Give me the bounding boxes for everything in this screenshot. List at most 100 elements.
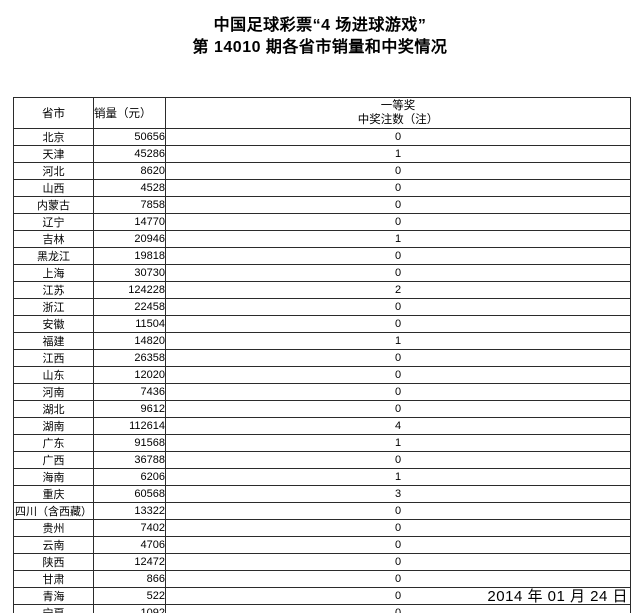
table-row: 云南 4706 0 [13,536,631,554]
cell-province: 湖南 [13,417,94,435]
table-row: 广西 36788 0 [13,451,631,469]
title-line2: 第 14010 期各省市销量和中奖情况 [192,39,448,56]
table-row: 黑龙江 19818 0 [13,247,631,265]
cell-province: 海南 [13,468,94,486]
table-row: 安徽 11504 0 [13,315,631,333]
cell-prize-count: 0 [165,128,631,146]
cell-sales: 12472 [93,553,166,571]
table-row: 湖北 9612 0 [13,400,631,418]
cell-prize-count: 1 [165,145,631,163]
cell-province: 河北 [13,162,94,180]
cell-prize-count: 0 [165,536,631,554]
header-first-prize: 一等奖 中奖注数（注） [165,97,631,129]
cell-sales: 11504 [93,315,166,333]
cell-prize-count: 0 [165,604,631,613]
cell-sales: 1092 [93,604,166,613]
cell-sales: 7436 [93,383,166,401]
table-row: 海南 6206 1 [13,468,631,486]
cell-prize-count: 1 [165,434,631,452]
cell-prize-count: 0 [165,196,631,214]
cell-province: 黑龙江 [13,247,94,265]
cell-sales: 6206 [93,468,166,486]
cell-province: 北京 [13,128,94,146]
table-row: 浙江 22458 0 [13,298,631,316]
cell-prize-count: 0 [165,213,631,231]
report-date: 2014 年 01 月 24 日 [487,588,628,605]
table-row: 江苏 124228 2 [13,281,631,299]
cell-sales: 26358 [93,349,166,367]
table-row: 上海 30730 0 [13,264,631,282]
cell-sales: 522 [93,587,166,605]
cell-prize-count: 2 [165,281,631,299]
header-province: 省市 [13,97,94,129]
cell-province: 天津 [13,145,94,163]
header-sales: 销量（元） [93,97,166,129]
cell-sales: 20946 [93,230,166,248]
table-header-row: 省市 销量（元） 一等奖 中奖注数（注） [13,97,631,129]
cell-prize-count: 0 [165,162,631,180]
cell-sales: 91568 [93,434,166,452]
sales-table: 省市 销量（元） 一等奖 中奖注数（注） 北京 50656 0 天津 45286… [13,97,631,613]
cell-sales: 13322 [93,502,166,520]
cell-sales: 4528 [93,179,166,197]
cell-province: 湖北 [13,400,94,418]
header-prize-line1: 一等奖 [380,100,416,112]
cell-prize-count: 1 [165,468,631,486]
cell-province: 吉林 [13,230,94,248]
cell-province: 山西 [13,179,94,197]
cell-sales: 60568 [93,485,166,503]
cell-province: 上海 [13,264,94,282]
cell-prize-count: 0 [165,519,631,537]
header-prize-line2: 中奖注数（注） [357,114,439,126]
cell-province: 宁夏 [13,604,94,613]
cell-sales: 4706 [93,536,166,554]
table-row: 贵州 7402 0 [13,519,631,537]
cell-prize-count: 0 [165,349,631,367]
cell-prize-count: 0 [165,264,631,282]
cell-sales: 112614 [93,417,166,435]
cell-sales: 19818 [93,247,166,265]
cell-sales: 30730 [93,264,166,282]
cell-sales: 14820 [93,332,166,350]
cell-province: 山东 [13,366,94,384]
cell-prize-count: 0 [165,502,631,520]
table-row: 内蒙古 7858 0 [13,196,631,214]
cell-province: 广东 [13,434,94,452]
cell-province: 浙江 [13,298,94,316]
cell-prize-count: 0 [165,315,631,333]
cell-sales: 22458 [93,298,166,316]
table-row: 福建 14820 1 [13,332,631,350]
page-title: 中国足球彩票“4 场进球游戏” 第 14010 期各省市销量和中奖情况 [0,15,640,59]
table-row: 天津 45286 1 [13,145,631,163]
cell-province: 安徽 [13,315,94,333]
cell-prize-count: 0 [165,383,631,401]
table-row: 湖南 112614 4 [13,417,631,435]
table-row: 重庆 60568 3 [13,485,631,503]
table-row: 山西 4528 0 [13,179,631,197]
table-row: 广东 91568 1 [13,434,631,452]
cell-province: 福建 [13,332,94,350]
cell-province: 重庆 [13,485,94,503]
cell-province: 陕西 [13,553,94,571]
table-row: 北京 50656 0 [13,128,631,146]
cell-sales: 9612 [93,400,166,418]
cell-sales: 36788 [93,451,166,469]
cell-prize-count: 1 [165,230,631,248]
cell-province: 江苏 [13,281,94,299]
cell-prize-count: 1 [165,332,631,350]
cell-sales: 12020 [93,366,166,384]
table-row: 四川（含西藏） 13322 0 [13,502,631,520]
table-row: 吉林 20946 1 [13,230,631,248]
table-row: 辽宁 14770 0 [13,213,631,231]
table-row: 山东 12020 0 [13,366,631,384]
table-row: 河北 8620 0 [13,162,631,180]
cell-prize-count: 0 [165,400,631,418]
cell-province: 青海 [13,587,94,605]
cell-sales: 8620 [93,162,166,180]
cell-province: 贵州 [13,519,94,537]
cell-province: 云南 [13,536,94,554]
cell-prize-count: 0 [165,247,631,265]
cell-sales: 7402 [93,519,166,537]
cell-prize-count: 4 [165,417,631,435]
